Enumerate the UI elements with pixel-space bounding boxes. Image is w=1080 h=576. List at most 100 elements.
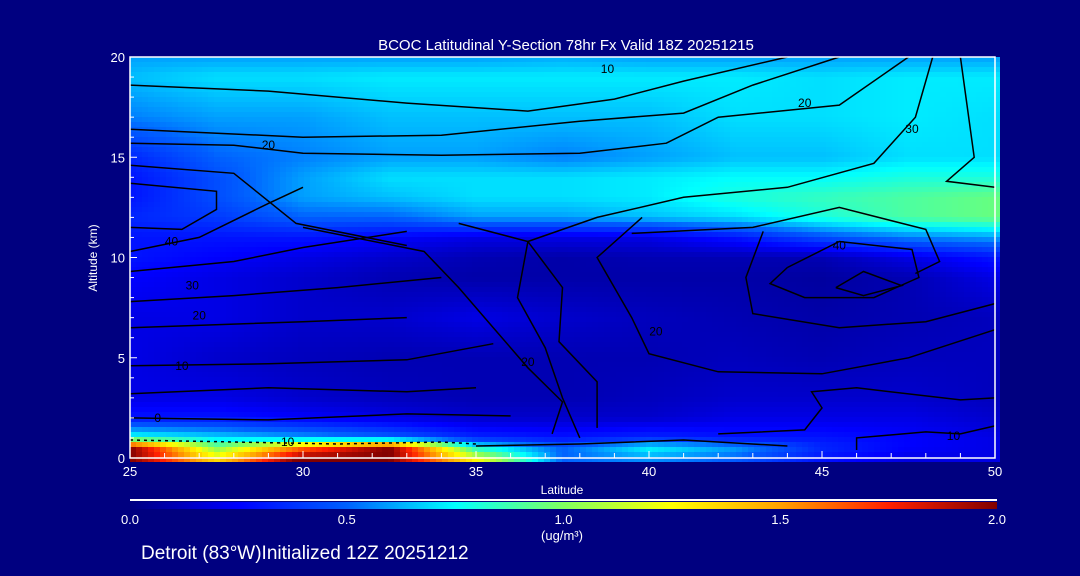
heatmap-cell [448,137,454,142]
heatmap-cell [544,147,550,152]
heatmap-cell [196,107,202,112]
heatmap-cell [970,57,976,62]
heatmap-cell [580,132,586,137]
heatmap-cell [568,197,574,202]
heatmap-cell [214,97,220,102]
heatmap-cell [664,87,670,92]
heatmap-cell [214,62,220,67]
heatmap-cell [826,117,832,122]
heatmap-cell [616,202,622,207]
heatmap-cell [694,92,700,97]
heatmap-cell [544,97,550,102]
heatmap-cell [346,167,352,172]
heatmap-cell [244,157,250,162]
heatmap-cell [940,207,946,212]
heatmap-cell [154,192,160,197]
heatmap-cell [478,67,484,72]
heatmap-cell [700,82,706,87]
heatmap-cell [232,107,238,112]
heatmap-cell [760,147,766,152]
heatmap-cell [550,87,556,92]
heatmap-cell [784,212,790,217]
heatmap-cell [280,122,286,127]
heatmap-cell [520,172,526,177]
heatmap-cell [700,97,706,102]
heatmap-cell [430,202,436,207]
heatmap-cell [334,122,340,127]
heatmap-cell [250,67,256,72]
heatmap-cell [460,137,466,142]
heatmap-cell [808,82,814,87]
heatmap-cell [592,167,598,172]
heatmap-cell [772,137,778,142]
heatmap-cell [346,117,352,122]
heatmap-cell [232,157,238,162]
heatmap-cell [808,87,814,92]
heatmap-cell [280,77,286,82]
heatmap-cell [772,147,778,152]
heatmap-cell [712,142,718,147]
heatmap-cell [388,102,394,107]
heatmap-cell [796,162,802,167]
heatmap-cell [958,162,964,167]
heatmap-cell [292,132,298,137]
heatmap-cell [682,97,688,102]
heatmap-cell [820,72,826,77]
heatmap-cell [826,102,832,107]
heatmap-cell [610,152,616,157]
heatmap-cell [262,137,268,142]
heatmap-cell [226,197,232,202]
heatmap-cell [406,82,412,87]
heatmap-cell [958,117,964,122]
heatmap-cell [196,77,202,82]
heatmap-cell [628,187,634,192]
heatmap-cell [694,137,700,142]
heatmap-cell [442,87,448,92]
heatmap-cell [772,157,778,162]
heatmap-cell [730,182,736,187]
heatmap-cell [664,162,670,167]
heatmap-cell [850,82,856,87]
heatmap-cell [730,147,736,152]
heatmap-cell [898,87,904,92]
heatmap-cell [196,227,202,232]
heatmap-cell [160,82,166,87]
heatmap-cell [790,112,796,117]
heatmap-cell [808,127,814,132]
heatmap-cell [706,127,712,132]
heatmap-cell [766,57,772,62]
heatmap-cell [736,117,742,122]
heatmap-cell [646,152,652,157]
heatmap-cell [988,117,994,122]
heatmap-cell [232,142,238,147]
heatmap-cell [418,142,424,147]
heatmap-cell [910,97,916,102]
heatmap-cell [490,222,496,227]
heatmap-cell [322,72,328,77]
heatmap-cell [784,222,790,227]
heatmap-cell [178,187,184,192]
heatmap-cell [148,107,154,112]
heatmap-cell [640,157,646,162]
heatmap-cell [610,122,616,127]
heatmap-cell [742,62,748,67]
heatmap-cell [604,202,610,207]
heatmap-cell [358,162,364,167]
heatmap-cell [214,67,220,72]
heatmap-cell [250,82,256,87]
heatmap-cell [976,122,982,127]
heatmap-cell [202,137,208,142]
heatmap-cell [514,127,520,132]
heatmap-cell [802,132,808,137]
heatmap-cell [562,197,568,202]
heatmap-cell [856,187,862,192]
heatmap-cell [388,147,394,152]
heatmap-cell [292,142,298,147]
heatmap-cell [598,92,604,97]
heatmap-cell [160,177,166,182]
heatmap-cell [454,212,460,217]
heatmap-cell [670,182,676,187]
heatmap-cell [292,67,298,72]
heatmap-cell [838,72,844,77]
heatmap-cell [424,177,430,182]
